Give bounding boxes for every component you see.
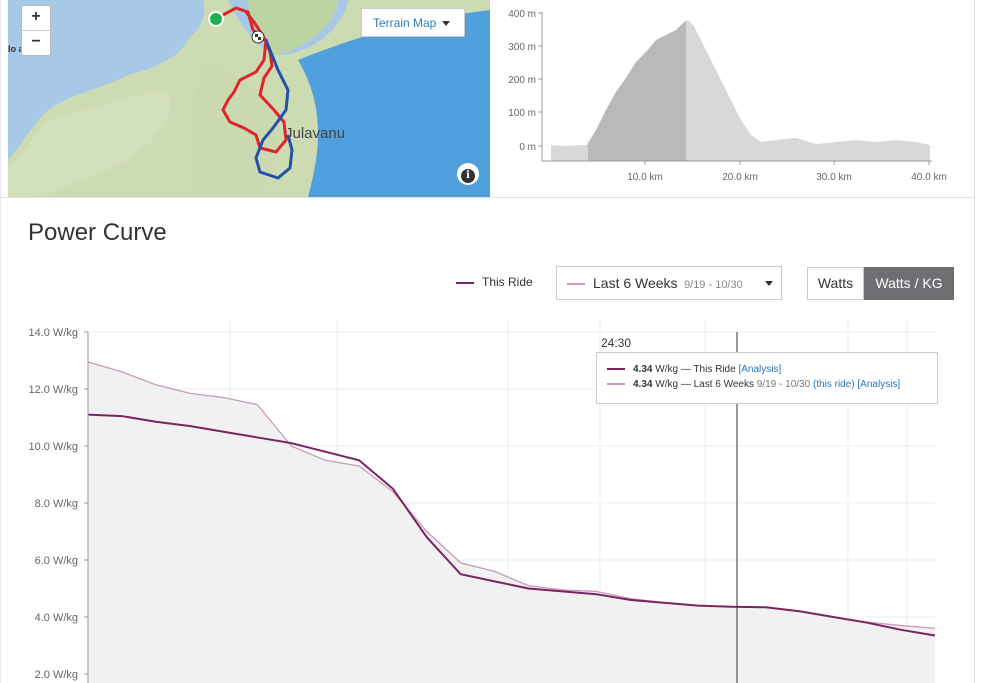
map-terrain [8,0,490,197]
elev-x-tick: 10.0 km [627,172,663,183]
y-tick-label: 4.0 W/kg [35,612,78,624]
legend-swatch-this-ride [456,281,474,284]
legend-this-ride-label: This Ride [482,275,533,289]
zoom-out-button[interactable]: − [22,30,50,55]
tooltip-unit: W/kg [655,379,679,390]
section-divider [0,197,975,198]
tooltip-this-ride-link[interactable]: (this ride) [812,379,855,390]
zoom-control: + − [21,5,51,56]
y-tick-label: 12.0 W/kg [28,384,78,396]
elevation-highlight-area [588,21,686,161]
tooltip-swatch [607,368,625,371]
legend-this-ride[interactable]: This Ride [456,275,533,289]
range-dates: 9/19 - 10/30 [684,279,743,291]
caret-down-icon [765,281,774,287]
tooltip-separator: — [680,364,691,375]
map-type-label: Terrain Map [373,16,437,30]
tooltip-analysis-link[interactable]: [Analysis] [857,379,901,390]
tooltip-dates: 9/19 - 10/30 [756,379,811,390]
info-icon: i [461,169,475,183]
power-curve-title: Power Curve [28,219,167,246]
comparison-range-dropdown[interactable]: Last 6 Weeks 9/19 - 10/30 [556,266,782,300]
map-type-dropdown[interactable]: Terrain Map [361,8,465,37]
elev-x-tick: 20.0 km [722,172,758,183]
y-tick-label: 8.0 W/kg [35,498,78,510]
route-map[interactable]: lo anie Julavanu + − Terrain Map i [8,0,490,197]
elev-y-tick: 400 m [508,9,536,20]
elevation-y-axis: 400 m 300 m 200 m 100 m 0 m [508,9,543,161]
watts-toggle-button[interactable]: Watts [807,267,864,300]
map-info-button[interactable]: i [457,163,479,185]
y-tick-label: 10.0 W/kg [28,441,78,453]
y-tick-label: 14.0 W/kg [28,327,78,339]
tooltip-separator: — [680,379,691,390]
tooltip-value: 4.34 [633,379,653,390]
elev-y-tick: 300 m [508,42,536,53]
cursor-time-label: 24:30 [601,336,632,350]
elev-y-tick: 200 m [508,75,536,86]
last-6-weeks-area [88,361,935,683]
tooltip-row-last-6-weeks: 4.34 W/kg — Last 6 Weeks 9/19 - 10/30 (t… [607,377,937,392]
tooltip-row-this-ride: 4.34 W/kg — This Ride [Analysis] [607,362,937,377]
tooltip-value: 4.34 [633,364,653,375]
tooltip-series-name: Last 6 Weeks [693,379,754,390]
elev-x-tick: 30.0 km [816,172,852,183]
tooltip-unit: W/kg [655,364,679,375]
elev-x-tick: 40.0 km [911,172,947,183]
elev-y-tick: 0 m [519,142,536,153]
y-tick-label: 6.0 W/kg [35,555,78,567]
zoom-in-button[interactable]: + [31,8,41,25]
legend-swatch-last-6-weeks [567,282,585,285]
range-label: Last 6 Weeks [593,275,678,291]
watts-per-kg-toggle-button[interactable]: Watts / KG [864,267,954,300]
tooltip-series-name: This Ride [693,364,736,375]
caret-down-icon [442,21,451,27]
place-label-right: Julavanu [285,125,346,142]
elevation-chart[interactable]: 400 m 300 m 200 m 100 m 0 m 10.0 km 20.0… [496,0,966,197]
finish-flag-icon [251,30,265,44]
tooltip-swatch [607,383,625,386]
start-marker-icon [208,11,224,27]
this-ride-line [87,413,936,637]
elev-y-tick: 100 m [508,108,536,119]
chart-tooltip: 4.34 W/kg — This Ride [Analysis] 4.34 W/… [596,352,938,404]
y-tick-label: 2.0 W/kg [35,669,78,681]
tooltip-analysis-link[interactable]: [Analysis] [738,364,782,375]
